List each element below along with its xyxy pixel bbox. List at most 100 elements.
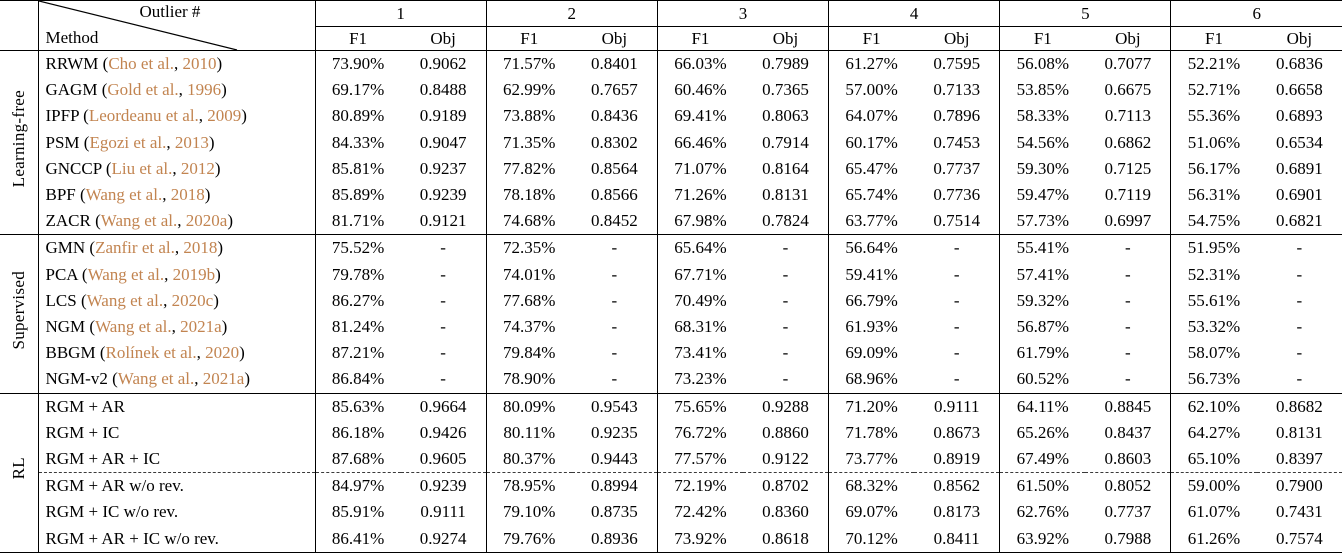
citation-authors-link[interactable]: Gold et al. bbox=[107, 80, 179, 100]
cell-f1: 73.41% bbox=[656, 340, 743, 367]
citation-year-link[interactable]: 1996 bbox=[187, 80, 222, 100]
paren-open: ( bbox=[83, 132, 90, 152]
cell-obj: - bbox=[1296, 238, 1303, 258]
citation-authors-link[interactable]: Liu et al. bbox=[111, 158, 173, 178]
paren-close: ) bbox=[215, 264, 221, 284]
paren-open: ( bbox=[80, 185, 86, 205]
citation-year-link[interactable]: 2020c bbox=[171, 290, 214, 310]
cell-f1: 75.65% bbox=[656, 393, 743, 420]
citation-sep: , bbox=[172, 158, 181, 178]
cell-obj: 0.8735 bbox=[590, 502, 638, 522]
citation-year-link[interactable]: 2018 bbox=[183, 238, 218, 258]
citation-authors-link[interactable]: Leordeanu et al. bbox=[88, 106, 199, 126]
citation-year-link[interactable]: 2021a bbox=[202, 369, 245, 389]
method-name: GAGM bbox=[45, 80, 102, 100]
citation-sep: , bbox=[171, 317, 181, 337]
cell-obj: 0.8164 bbox=[762, 158, 809, 178]
table-row: PCA (Wang et al., 2019b) 79.78% - 74.01% -… bbox=[0, 261, 1342, 288]
cell-f1: 78.18% bbox=[485, 182, 572, 209]
citation-year-link[interactable]: 2020 bbox=[205, 343, 240, 363]
citation-year-link[interactable]: 2019b bbox=[172, 264, 216, 284]
cell-f1: 55.36% bbox=[1170, 103, 1257, 130]
cell-f1: 76.72% bbox=[656, 419, 743, 447]
table-row: RGM + AR + IC 87.68% 0.9605 80.37% 0.9443 … bbox=[0, 446, 1342, 473]
cell-obj: 0.9062 bbox=[419, 54, 467, 73]
cell-obj: 0.7453 bbox=[933, 132, 981, 152]
cell-f1: 67.98% bbox=[656, 208, 743, 235]
cell-f1: 70.49% bbox=[656, 287, 743, 315]
citation-year-link[interactable]: 2013 bbox=[174, 132, 209, 152]
cell-f1: 64.11% bbox=[999, 393, 1086, 420]
outlier-count-header: 6 bbox=[1170, 0, 1342, 27]
group-rl: RL RGM + AR 85.63% 0.9664 80.09% 0.9543 75… bbox=[0, 393, 1342, 553]
method-cell: RGM + AR w/o rev. bbox=[38, 472, 316, 500]
cell-f1: 75.52% bbox=[314, 234, 401, 262]
table-row: Supervised GMN (Zanfir et al., 2018) 75.… bbox=[0, 234, 1342, 394]
table-row: PSM (Egozi et al., 2013) 84.33% 0.9047 71… bbox=[0, 129, 1342, 156]
citation-year-link[interactable]: 2020a bbox=[185, 211, 228, 231]
citation-authors-link[interactable]: Rolínek et al. bbox=[105, 343, 197, 363]
paren-open: ( bbox=[80, 290, 87, 310]
citation-authors-link[interactable]: Egozi et al. bbox=[89, 132, 167, 152]
method-name: BPF bbox=[45, 185, 80, 205]
subcol-header-f1: F1 bbox=[314, 26, 401, 51]
cell-f1: 71.57% bbox=[485, 50, 572, 78]
citation-authors-link[interactable]: Wang et al. bbox=[87, 264, 165, 284]
cell-f1: 52.71% bbox=[1170, 77, 1257, 104]
citation-year-link[interactable]: 2009 bbox=[207, 106, 242, 126]
cell-obj: - bbox=[1296, 343, 1303, 363]
cell-obj: 0.8063 bbox=[762, 106, 809, 126]
citation-sep: , bbox=[174, 238, 184, 258]
method-cell: RGM + IC w/o rev. bbox=[38, 499, 316, 526]
cell-obj: - bbox=[782, 290, 789, 310]
cell-obj: 0.6534 bbox=[1275, 132, 1323, 152]
subcol-header-f1: F1 bbox=[999, 26, 1086, 51]
citation-year-link[interactable]: 2021a bbox=[180, 317, 222, 337]
cell-obj: 0.8173 bbox=[933, 502, 981, 522]
cell-f1: 63.92% bbox=[999, 525, 1086, 553]
cell-f1: 65.74% bbox=[828, 182, 915, 209]
cell-obj: - bbox=[953, 238, 960, 258]
citation-authors-link[interactable]: Wang et al. bbox=[100, 211, 178, 231]
cell-f1: 61.07% bbox=[1170, 499, 1257, 526]
cell-f1: 73.90% bbox=[314, 50, 401, 78]
cell-f1: 57.00% bbox=[828, 77, 915, 104]
citation-authors-link[interactable]: Zanfir et al. bbox=[95, 238, 175, 258]
method-cell: ZACR (Wang et al., 2020a) bbox=[38, 208, 316, 235]
cell-obj: 0.7737 bbox=[933, 158, 981, 178]
cell-obj: 0.7431 bbox=[1275, 502, 1323, 522]
paren-close: ) bbox=[221, 80, 227, 100]
outlier-count-header: 1 bbox=[314, 0, 487, 27]
cell-f1: 69.17% bbox=[314, 77, 401, 104]
paren-close: ) bbox=[208, 132, 215, 152]
cell-obj: - bbox=[953, 264, 960, 284]
paren-close: ) bbox=[227, 211, 234, 231]
cell-f1: 61.50% bbox=[999, 472, 1086, 500]
cell-f1: 69.09% bbox=[828, 340, 915, 367]
cell-f1: 81.24% bbox=[314, 314, 401, 341]
citation-year-link[interactable]: 2012 bbox=[180, 158, 215, 178]
citation-sep: , bbox=[173, 54, 183, 73]
corner-label-method: Method bbox=[45, 28, 99, 47]
citation-authors-link[interactable]: Wang et al. bbox=[117, 369, 195, 389]
citation-authors-link[interactable]: Wang et al. bbox=[95, 317, 172, 337]
table-row: RGM + IC 86.18% 0.9426 80.11% 0.9235 76.72… bbox=[0, 419, 1342, 447]
citation-year-link[interactable]: 2010 bbox=[182, 54, 217, 73]
table-row: RGM + AR w/o rev. 84.97% 0.9239 78.95% 0.8… bbox=[0, 472, 1342, 500]
table-row: NGM-v2 (Wang et al., 2021a) 86.84% - 78.9… bbox=[0, 366, 1342, 394]
paren-open: ( bbox=[105, 158, 112, 178]
citation-authors-link[interactable]: Wang et al. bbox=[85, 185, 163, 205]
cell-obj: 0.7514 bbox=[933, 211, 981, 231]
cell-obj: 0.7896 bbox=[933, 106, 981, 126]
cell-obj: 0.8437 bbox=[1104, 422, 1152, 442]
method-cell: RGM + AR + IC w/o rev. bbox=[38, 525, 316, 553]
method-cell: RRWM (Cho et al., 2010) bbox=[38, 50, 316, 78]
group-label-rl: RL bbox=[0, 393, 39, 553]
paren-close: ) bbox=[221, 317, 228, 337]
cell-f1: 74.37% bbox=[485, 314, 572, 341]
citation-authors-link[interactable]: Cho et al. bbox=[108, 54, 174, 73]
cell-obj: 0.8401 bbox=[590, 54, 638, 73]
cell-obj: 0.9605 bbox=[419, 449, 467, 469]
citation-year-link[interactable]: 2018 bbox=[170, 185, 205, 205]
citation-authors-link[interactable]: Wang et al. bbox=[86, 290, 164, 310]
